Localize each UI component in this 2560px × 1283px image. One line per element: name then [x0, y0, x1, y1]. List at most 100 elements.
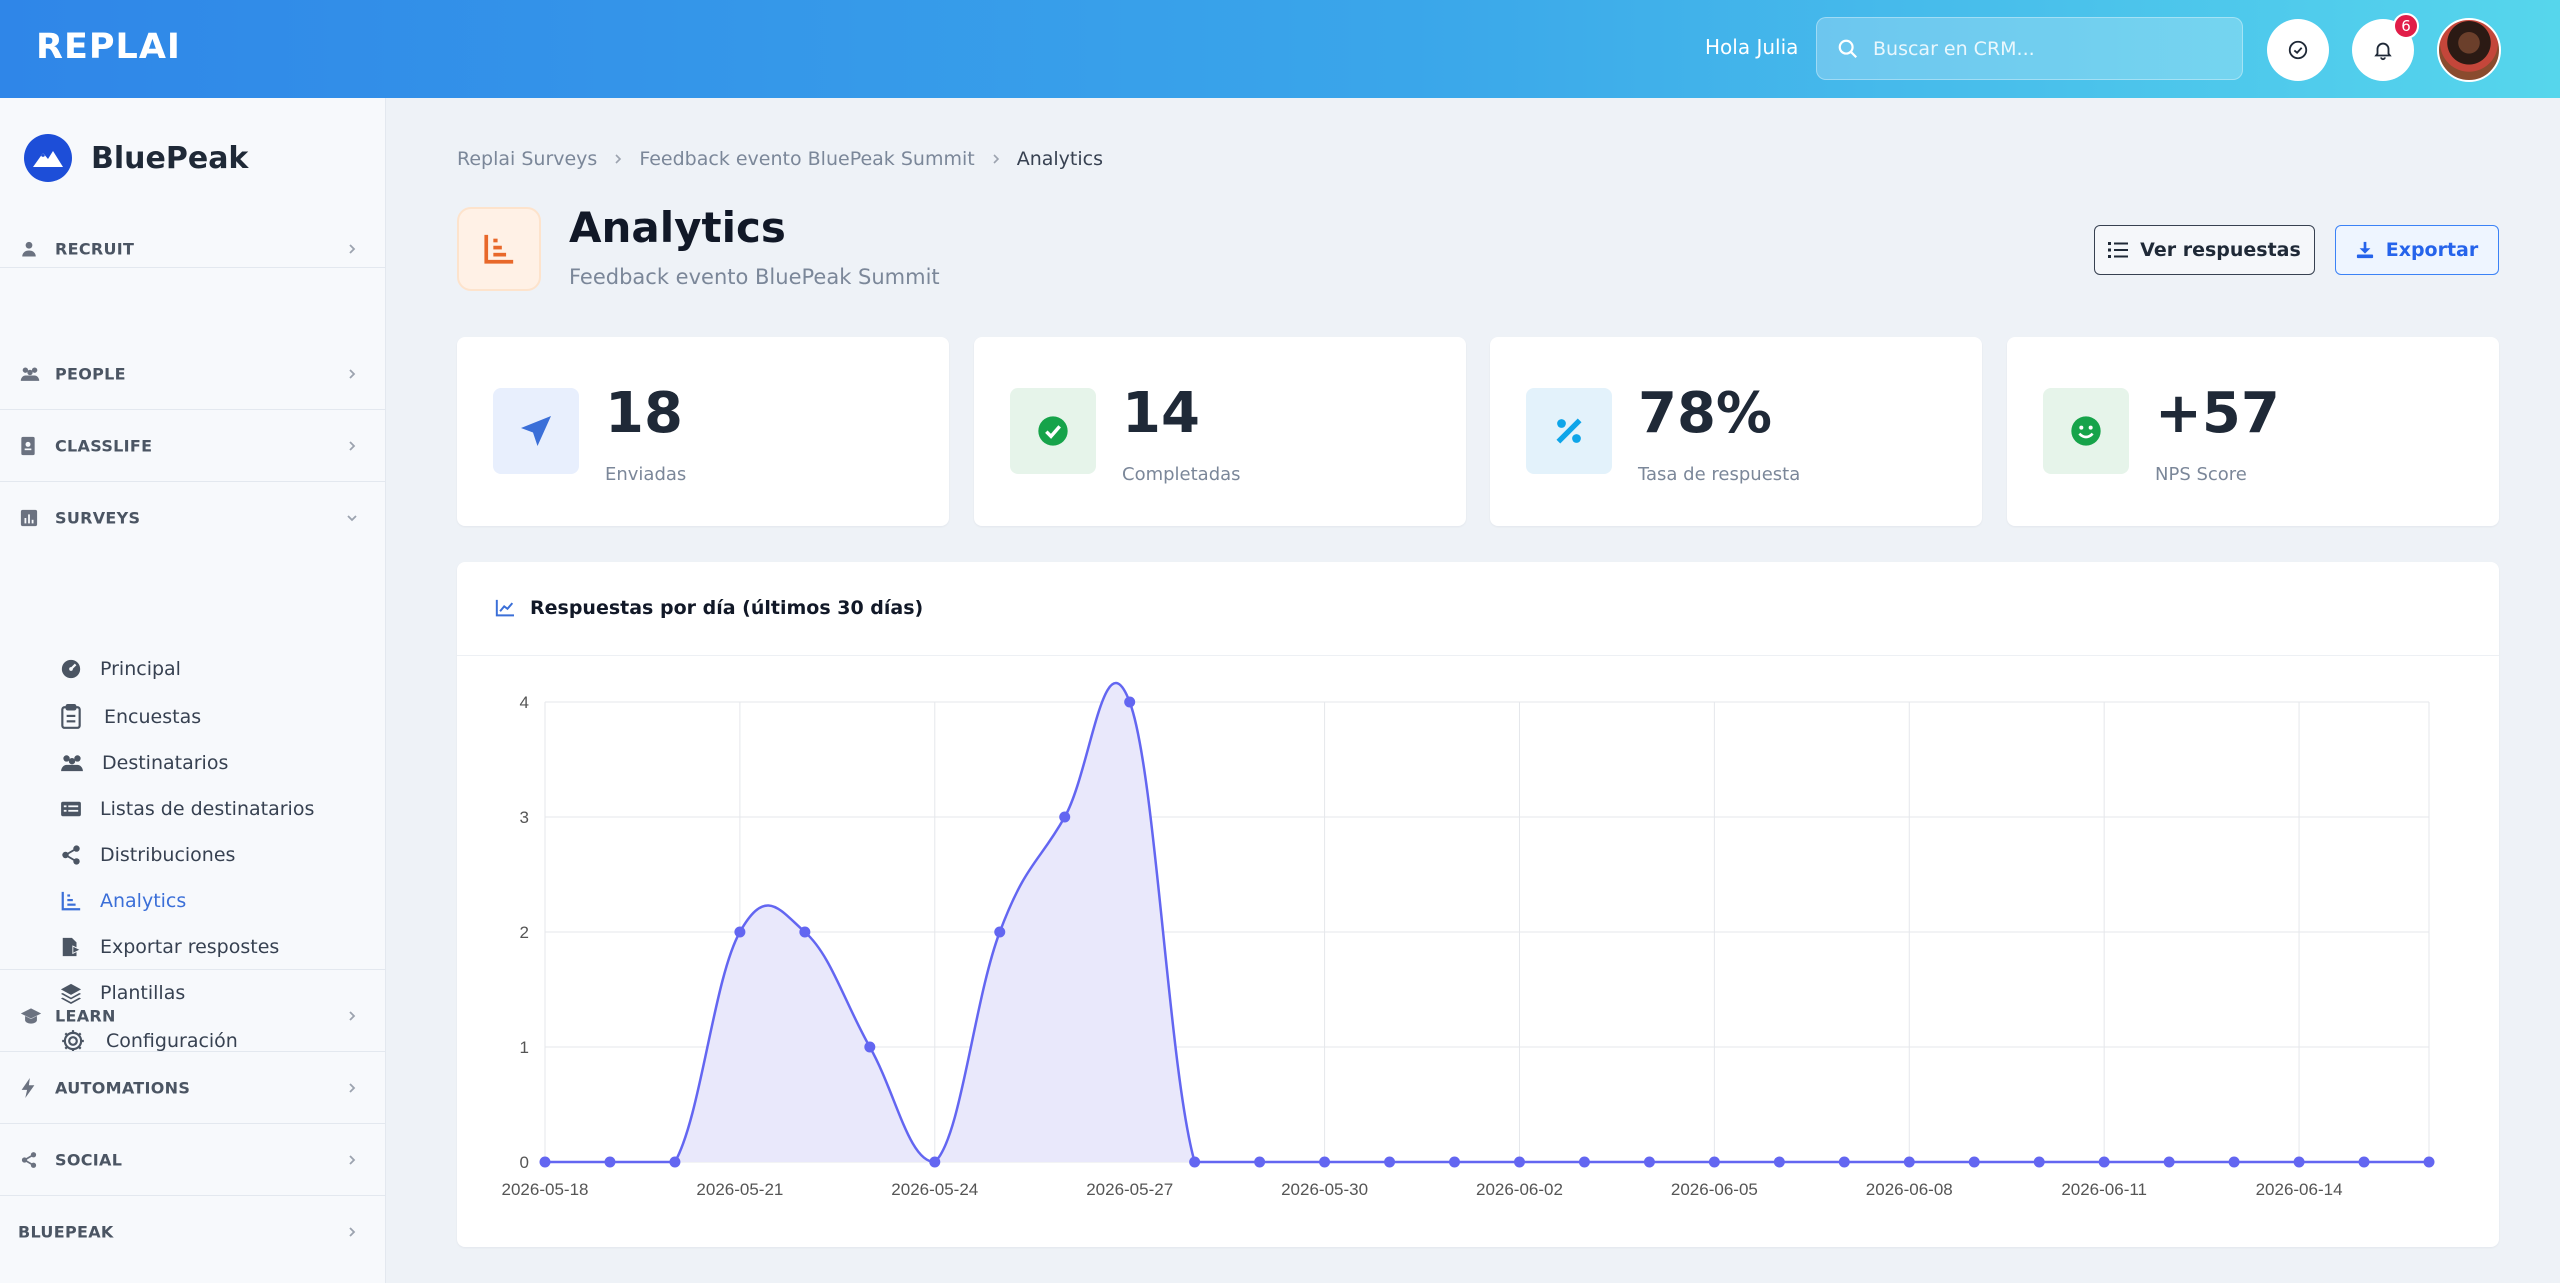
breadcrumb-item-survey[interactable]: Feedback evento BluePeak Summit: [639, 148, 975, 170]
data-point: [2358, 1156, 2370, 1168]
org-header[interactable]: BluePeak: [24, 134, 248, 182]
chevron-right-icon: [349, 243, 356, 254]
sidebar-section-learn[interactable]: LEARN: [0, 980, 386, 1052]
sidebar-item-label: Principal: [100, 658, 181, 680]
breadcrumb: Replai Surveys Feedback evento BluePeak …: [457, 148, 1103, 170]
sidebar-section-classlife[interactable]: CLASSLIFE: [0, 410, 386, 482]
share-icon: [21, 1151, 37, 1168]
series-line: [545, 681, 2429, 1164]
x-tick-label: 2026-06-08: [1866, 1180, 1953, 1199]
y-tick-label: 4: [520, 693, 529, 712]
breadcrumb-item-surveys[interactable]: Replai Surveys: [457, 148, 598, 170]
sidebar-item-destinatarios[interactable]: Destinatarios: [60, 741, 228, 785]
data-point: [1449, 1156, 1461, 1168]
stat-label: NPS Score: [2155, 464, 2247, 485]
stat-label: Completadas: [1122, 464, 1241, 485]
data-point: [669, 1156, 681, 1168]
org-logo: [24, 134, 72, 182]
y-tick-label: 0: [520, 1153, 529, 1172]
stat-value: 18: [605, 381, 683, 446]
data-point: [1189, 1156, 1201, 1168]
percent-icon: [1556, 418, 1582, 444]
sidebar-item-label: Plantillas: [100, 982, 186, 1004]
sidebar-section-bluepeak[interactable]: BLUEPEAK: [0, 1196, 386, 1268]
sidebar-item-principal[interactable]: Principal: [60, 647, 181, 691]
data-point: [994, 926, 1006, 938]
sidebar-item-distribuciones[interactable]: Distribuciones: [60, 833, 235, 877]
stat-value: 14: [1122, 381, 1200, 446]
bolt-icon: [21, 1077, 35, 1098]
stat-icon-box: [1526, 388, 1612, 474]
sidebar-section-label: LEARN: [55, 1006, 116, 1025]
users-icon: [61, 755, 83, 772]
bar-chart-icon: [20, 509, 38, 527]
gear-icon: [62, 1030, 84, 1052]
view-responses-button[interactable]: Ver respuestas: [2094, 225, 2315, 275]
sidebar-section-label: SOCIAL: [55, 1150, 123, 1169]
sidebar-item-exportar-respostes[interactable]: Exportar respostes: [60, 925, 279, 969]
x-tick-label: 2026-05-24: [891, 1180, 978, 1199]
data-point: [864, 1041, 876, 1053]
stat-icon-box: [493, 388, 579, 474]
chevron-right-icon: [349, 1010, 356, 1021]
id-badge-icon: [21, 436, 35, 455]
chevron-right-icon: [349, 368, 356, 379]
sidebar-section-label: PEOPLE: [55, 364, 126, 383]
data-point: [2228, 1156, 2240, 1168]
sidebar-item-encuestas[interactable]: Encuestas: [60, 695, 201, 739]
sidebar-item-analytics[interactable]: Analytics: [60, 879, 186, 923]
chart-icon: [484, 234, 514, 264]
stat-card-completed: 14 Completadas: [974, 337, 1466, 526]
sidebar-item-listas-destinatarios[interactable]: Listas de destinatarios: [60, 787, 314, 831]
search-box[interactable]: [1816, 17, 2243, 80]
y-tick-label: 3: [520, 808, 529, 827]
data-point: [2163, 1156, 2175, 1168]
sidebar-item-configuracion[interactable]: Configuración: [60, 1019, 238, 1063]
data-point: [1124, 696, 1136, 708]
breadcrumb-item-current: Analytics: [1016, 148, 1103, 170]
stat-label: Enviadas: [605, 464, 687, 485]
responses-chart: 0 1 2 3 4 2026-05-18 2026-05-21 2026-05-24 2026-…: [502, 681, 2435, 1199]
people-icon: [20, 366, 40, 381]
chart-card-header: Respuestas por día (últimos 30 días): [457, 562, 2499, 656]
data-point: [604, 1156, 616, 1168]
chart-title: Respuestas por día (últimos 30 días): [530, 597, 924, 619]
data-point: [1773, 1156, 1785, 1168]
sidebar-section-people[interactable]: PEOPLE: [0, 338, 386, 410]
sidebar-section-recruit[interactable]: RECRUIT: [0, 230, 386, 268]
chevron-down-icon: [347, 515, 357, 522]
sidebar-section-surveys: SURVEYS: [0, 482, 386, 970]
x-tick-label: 2026-05-18: [502, 1180, 589, 1199]
data-point: [1059, 811, 1071, 823]
page-icon: [457, 207, 541, 291]
sidebar-section-social[interactable]: SOCIAL: [0, 1124, 386, 1196]
y-tick-label: 2: [520, 923, 529, 942]
export-button[interactable]: Exportar: [2335, 225, 2499, 275]
data-point: [1903, 1156, 1915, 1168]
sidebar-item-label: Destinatarios: [102, 752, 229, 774]
sidebar-section-label: CLASSLIFE: [55, 436, 153, 455]
data-point: [1643, 1156, 1655, 1168]
tasks-button[interactable]: [2267, 19, 2329, 81]
page-subtitle: Feedback evento BluePeak Summit: [569, 265, 940, 289]
sidebar-item-plantillas[interactable]: Plantillas: [60, 971, 185, 1015]
brand-logo[interactable]: REPLAI: [36, 27, 181, 67]
sidebar-item-label: Encuestas: [104, 706, 202, 728]
search-icon: [1838, 39, 1858, 59]
mountain-icon: [33, 151, 63, 167]
chevron-right-icon: [349, 1227, 356, 1237]
data-point: [1513, 1156, 1525, 1168]
sidebar-section-surveys-header[interactable]: SURVEYS: [0, 482, 386, 554]
stat-icon-box: [1010, 388, 1096, 474]
data-point: [1578, 1156, 1590, 1168]
x-tick-label: 2026-06-05: [1671, 1180, 1758, 1199]
data-point: [1968, 1156, 1980, 1168]
graduation-cap-icon: [20, 1007, 42, 1024]
sidebar-section-automations[interactable]: AUTOMATIONS: [0, 1052, 386, 1124]
user-avatar[interactable]: [2437, 18, 2501, 82]
clipboard-icon: [61, 704, 81, 729]
search-input[interactable]: [1873, 18, 2233, 79]
sidebar-item-label: Listas de destinatarios: [100, 798, 315, 820]
share-nodes-icon: [62, 845, 80, 865]
responses-chart-card: Respuestas por día (últimos 30 días) 0 1 2…: [457, 562, 2499, 1247]
